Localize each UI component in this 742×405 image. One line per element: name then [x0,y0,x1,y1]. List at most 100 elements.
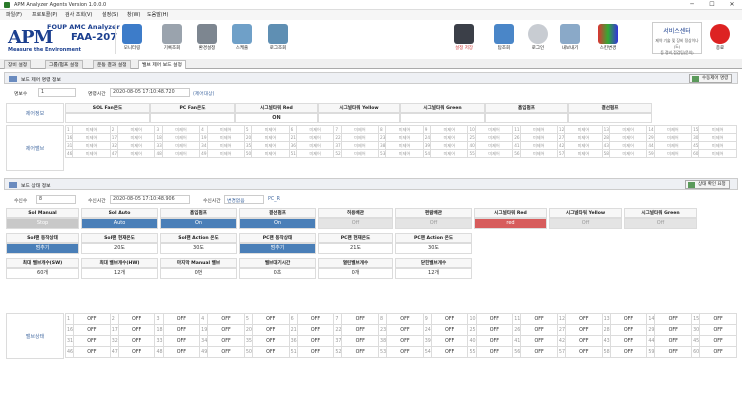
valve-control-cell[interactable]: 미제어 [474,133,514,142]
menu-settings[interactable]: 설정(S) [102,12,119,18]
valve-control-cell[interactable]: 미제어 [72,149,111,158]
status-request-button[interactable]: 상태 확인 요청 [685,180,730,189]
service-center-box[interactable]: 서비스센터 제약 기술 및 장비 정상이나(도) 등 정비,점검팀(문의) [652,22,702,55]
history-button[interactable]: 기록조회 [158,22,186,56]
valve-control-cell[interactable]: 미제어 [206,149,245,158]
valve-control-cell[interactable]: 미제어 [206,133,245,142]
valve-control-cell[interactable]: 미제어 [340,133,380,142]
unit-label: 수신수 [14,199,28,204]
valve-control-cell[interactable]: 미제어 [608,125,648,134]
valve-control-cell[interactable]: 미제어 [295,133,335,142]
unit-field[interactable]: 8 [36,195,76,204]
close-button[interactable]: ✕ [729,1,735,8]
valve-control-cell[interactable]: 미제어 [474,149,514,158]
valve-control-cell[interactable]: 미제어 [340,125,380,134]
valve-control-cell[interactable]: 미제어 [608,141,648,150]
valve-control-cell[interactable]: 미제어 [72,133,111,142]
valve-control-cell[interactable]: 미제어 [161,149,201,158]
menu-protocol[interactable]: 프로토콜(P) [32,12,58,18]
valve-control-cell[interactable]: 미제어 [385,125,424,134]
valve-control-cell[interactable]: 미제어 [385,133,424,142]
valve-control-cell[interactable]: 미제어 [251,141,290,150]
valve-state-cell: OFF [341,346,380,358]
valve-control-cell[interactable]: 미제어 [564,141,603,150]
skin-change-button[interactable]: 스킨변경 [594,22,622,56]
login-button[interactable]: 로그인 [526,22,550,56]
valve-control-cell[interactable]: 미제어 [519,141,558,150]
valve-control-cell[interactable]: 미제어 [698,149,737,158]
manual-control-button[interactable]: 수동제어 명령 [689,74,733,83]
valve-control-cell[interactable]: 미제어 [251,149,290,158]
valve-state-number: 60 [691,346,701,358]
valve-control-cell[interactable]: 미제어 [161,141,201,150]
menu-help[interactable]: 도움말(H) [147,12,169,18]
valve-control-cell[interactable]: 미제어 [608,149,648,158]
valve-control-cell[interactable]: 미제어 [653,141,693,150]
export-button[interactable]: 내보내기 [556,22,584,56]
tab-valve-board[interactable]: 밸브 제어 보드 설정 [138,60,186,69]
valve-control-cell[interactable]: 미제어 [519,149,558,158]
valve-control-cell[interactable]: 미제어 [430,125,469,134]
valve-control-cell[interactable]: 미제어 [519,133,558,142]
environment-settings-button[interactable]: 환경설정 [193,22,221,56]
valve-control-cell[interactable]: 미제어 [295,149,335,158]
tab-group-pump[interactable]: 그룹/펌프 설정 [45,60,83,69]
menu-inspection[interactable]: 검사 조회(V) [65,12,93,18]
save-settings-button[interactable]: 설정 저장 [450,22,478,56]
valve-control-cell[interactable]: 미제어 [474,125,514,134]
valve-control-cell[interactable]: 미제어 [608,133,648,142]
valve-control-cell[interactable]: 미제어 [519,125,558,134]
valve-control-cell[interactable]: 미제어 [653,149,693,158]
maximize-button[interactable]: ☐ [709,1,715,8]
valve-control-cell[interactable]: 미제어 [564,133,603,142]
log-button[interactable]: 로그조회 [264,22,292,56]
exit-button[interactable]: 종료 [708,22,732,56]
valve-control-cell[interactable]: 미제어 [385,141,424,150]
state-field[interactable]: 변경없음 [224,195,264,204]
valve-control-cell[interactable]: 미제어 [117,141,156,150]
valve-control-cell[interactable]: 미제어 [474,141,514,150]
menu-file[interactable]: 파일(F) [6,12,22,18]
minimize-button[interactable]: ─ [690,1,694,8]
valve-control-cell[interactable]: 미제어 [72,125,111,134]
valve-control-cell[interactable]: 미제어 [653,125,693,134]
valve-control-cell[interactable]: 미제어 [385,149,424,158]
valve-control-cell[interactable]: 미제어 [161,125,201,134]
menu-window[interactable]: 창(W) [127,12,141,18]
valve-control-cell[interactable]: 미제어 [295,141,335,150]
board-count-field[interactable]: 1 [38,88,76,97]
valve-control-cell[interactable]: 미제어 [698,133,737,142]
valve-control-cell[interactable]: 미제어 [206,125,245,134]
valve-control-cell[interactable]: 미제어 [698,125,737,134]
receive-time-field[interactable]: 2020-08-05 17:10:48.906 [110,195,190,204]
valve-number: 3 [154,125,163,134]
valve-control-cell[interactable]: 미제어 [564,149,603,158]
valve-control-cell[interactable]: 미제어 [340,149,380,158]
tab-device-settings[interactable]: 장비 설정 [4,60,32,69]
valve-control-cell[interactable]: 미제어 [251,133,290,142]
valve-control-cell[interactable]: 미제어 [117,149,156,158]
valve-control-cell[interactable]: 미제어 [340,141,380,150]
valve-control-cell[interactable]: 미제어 [430,133,469,142]
valve-control-cell[interactable]: 미제어 [251,125,290,134]
command-time-field[interactable]: 2020-08-05 17:10:48.720 [110,88,190,97]
valve-control-cell[interactable]: 미제어 [698,141,737,150]
valve-control-cell[interactable]: 미제어 [564,125,603,134]
valve-control-cell[interactable]: 미제어 [72,141,111,150]
valve-control-cell[interactable]: 미제어 [430,141,469,150]
valve-control-cell[interactable]: 미제어 [430,149,469,158]
status-header: 시그널타워 Yellow [549,208,622,218]
valve-control-cell[interactable]: 미제어 [295,125,335,134]
valve-state-number: 38 [378,335,388,347]
valve-control-cell[interactable]: 미제어 [161,133,201,142]
valve-state-number: 15 [691,313,701,325]
schedule-button[interactable]: 스케줄 [228,22,256,56]
tab-exercise-result[interactable]: 운동 결과 설정 [93,60,131,69]
valve-control-cell[interactable]: 미제어 [653,133,693,142]
monitoring-button[interactable]: 모니터링 [118,22,146,56]
valve-state-cell: OFF [73,335,111,347]
valve-control-cell[interactable]: 미제어 [206,141,245,150]
search-button[interactable]: 탑조회 [490,22,518,56]
valve-control-cell[interactable]: 미제어 [117,125,156,134]
valve-control-cell[interactable]: 미제어 [117,133,156,142]
